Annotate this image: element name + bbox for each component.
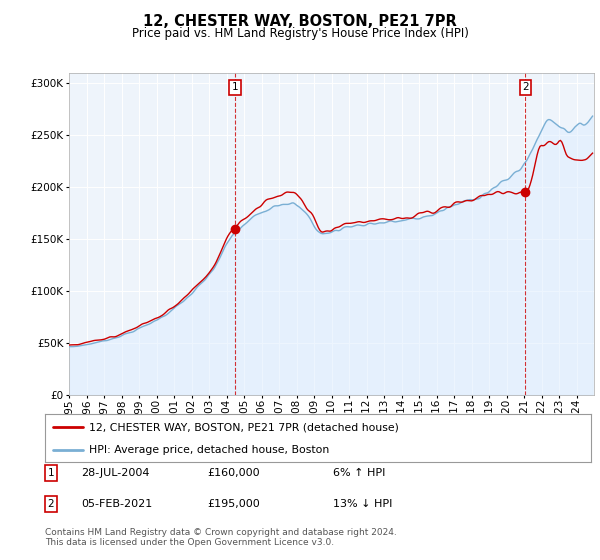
Text: 1: 1 [47,468,55,478]
Text: 13% ↓ HPI: 13% ↓ HPI [333,499,392,509]
Text: HPI: Average price, detached house, Boston: HPI: Average price, detached house, Bost… [89,445,329,455]
Text: £160,000: £160,000 [207,468,260,478]
Text: 12, CHESTER WAY, BOSTON, PE21 7PR: 12, CHESTER WAY, BOSTON, PE21 7PR [143,14,457,29]
Text: 28-JUL-2004: 28-JUL-2004 [81,468,149,478]
Text: Price paid vs. HM Land Registry's House Price Index (HPI): Price paid vs. HM Land Registry's House … [131,27,469,40]
Text: 6% ↑ HPI: 6% ↑ HPI [333,468,385,478]
Text: 2: 2 [47,499,55,509]
Text: Contains HM Land Registry data © Crown copyright and database right 2024.
This d: Contains HM Land Registry data © Crown c… [45,528,397,547]
Text: 2: 2 [522,82,529,92]
Text: 12, CHESTER WAY, BOSTON, PE21 7PR (detached house): 12, CHESTER WAY, BOSTON, PE21 7PR (detac… [89,422,398,432]
Text: £195,000: £195,000 [207,499,260,509]
Text: 1: 1 [232,82,239,92]
Text: 05-FEB-2021: 05-FEB-2021 [81,499,152,509]
